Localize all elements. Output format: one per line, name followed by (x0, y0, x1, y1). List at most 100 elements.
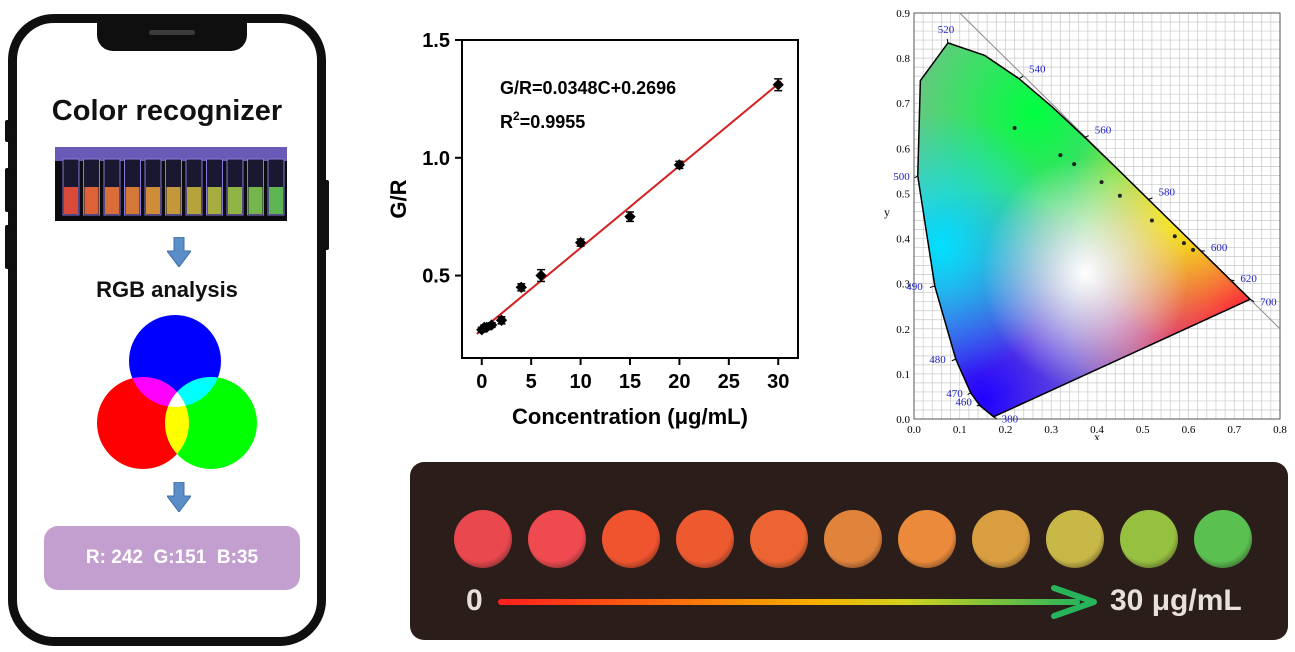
x-axis-label: x (1094, 430, 1100, 440)
phone-speaker (149, 30, 195, 35)
r-squared-prefix: R (500, 112, 513, 132)
rgb-venn-diagram (97, 315, 257, 469)
color-dot (1120, 510, 1178, 568)
wavelength-tick (1148, 197, 1153, 200)
x-tick-label: 5 (526, 371, 537, 393)
cie-point (1117, 193, 1122, 198)
wavelength-label: 520 (938, 24, 955, 36)
wavelength-tick (1084, 135, 1089, 138)
cie-point (1181, 241, 1186, 246)
y-axis-label: y (884, 205, 890, 219)
phone-button (5, 168, 11, 212)
rgb-readout: R: 242 G:151 B:35 (44, 526, 300, 590)
cuvette-liquid (228, 187, 242, 214)
r-squared: R2=0.9955 (500, 109, 585, 132)
phone-notch (97, 21, 247, 51)
scale-end-label: 30 μg/mL (1110, 584, 1242, 617)
y-tick-label: 0.6 (896, 143, 910, 155)
wavelength-tick (929, 285, 935, 288)
color-dot (750, 510, 808, 568)
cyan-overlap (165, 377, 221, 407)
y-tick-label: 0.4 (896, 234, 910, 246)
color-dot (454, 510, 512, 568)
wavelength-tick (1018, 75, 1024, 80)
color-dot (1194, 510, 1252, 568)
app-title: Color recognizer (51, 95, 283, 127)
wavelength-tick (967, 392, 971, 395)
calibration-chart: 0 5 10 15 20 25 30 0.5 1.0 1.5 Concentration (μg/m… (386, 30, 799, 429)
wavelength-label: 600 (1211, 242, 1228, 254)
wavelength-tick (993, 416, 998, 420)
cuvette-liquid (248, 187, 263, 214)
wavelength-label: 580 (1158, 186, 1175, 198)
y-tick-label: 1.5 (422, 30, 450, 52)
x-tick-label: 30 (767, 371, 789, 393)
cuvette-liquid (187, 187, 201, 214)
x-tick-label: 20 (668, 371, 690, 393)
spectral-locus (916, 41, 1252, 418)
y-tick-label: 0.1 (896, 369, 910, 381)
cuvette-liquid (207, 187, 222, 214)
gradient-arrow-line (498, 599, 1080, 605)
data-point (624, 211, 636, 223)
color-dot (824, 510, 882, 568)
wavelength-label: 700 (1260, 296, 1277, 308)
phone-button (323, 180, 329, 250)
y-tick-label: 0.5 (422, 266, 450, 288)
gamut-fill (917, 42, 1251, 417)
cuvette-liquid (64, 187, 78, 214)
y-tick-label: 0.0 (896, 414, 910, 426)
x-tick-label: 0.2 (999, 424, 1013, 436)
down-arrow-icon-2 (167, 482, 191, 512)
phone-frame: Color recognizer RGB analysis R: 242 G:1… (8, 14, 326, 646)
x-tick-label: 10 (569, 371, 591, 393)
wavelength-tick (1249, 298, 1255, 303)
wavelength-tick (951, 358, 956, 362)
cuvette-row (55, 147, 287, 216)
color-dot (1046, 510, 1104, 568)
x-tick-label: 0.3 (1044, 424, 1058, 436)
x-tick-label: 0.5 (1136, 424, 1150, 436)
phone-button (5, 120, 11, 142)
color-dot (972, 510, 1030, 568)
cie-point (1149, 218, 1154, 223)
rgb-analysis-title: RGB analysis (96, 277, 238, 302)
y-tick-label: 0.3 (896, 279, 910, 291)
wavelength-label: 500 (893, 171, 910, 183)
cuvette-liquid (146, 187, 160, 214)
y-tick-label: 1.0 (422, 148, 450, 170)
plot-frame (913, 12, 1281, 420)
wavelength-label: 480 (929, 354, 946, 366)
fit-line (476, 80, 782, 335)
x-tick-label: 0.6 (1182, 424, 1196, 436)
cuvette-caps (55, 147, 287, 161)
wavelength-label: 490 (906, 281, 923, 293)
cuvette-photo (55, 147, 287, 221)
y-tick-label: 0.2 (896, 324, 910, 336)
x-tick-label: 0 (476, 371, 487, 393)
color-scale-panel: 0 30 μg/mL (410, 462, 1288, 640)
color-dot (676, 510, 734, 568)
r-squared-value: =0.9955 (520, 112, 586, 132)
cie-chromaticity-chart: 0.0 0.1 0.2 0.3 0.4 0.5 0.6 0.7 0.8 0.0 0.1 0.2 0.3 0… (884, 8, 1287, 440)
wavelength-tick (946, 38, 949, 43)
x-tick-label: 0.7 (1227, 424, 1241, 436)
x-tick-label: 15 (619, 371, 641, 393)
cuvette-liquid (105, 187, 119, 214)
cuvette-liquid (166, 187, 181, 214)
data-point (772, 79, 784, 91)
wavelength-label: 620 (1240, 273, 1257, 285)
wavelength-label: 540 (1029, 64, 1046, 76)
r-squared-sup: 2 (513, 109, 520, 123)
wavelength-tick (1230, 279, 1235, 282)
scale-start-label: 0 (466, 584, 483, 617)
x-tick-label: 0.4 (1090, 424, 1104, 436)
x-axis-label: Concentration (μg/mL) (512, 404, 748, 429)
y-axis-label: G/R (386, 179, 411, 218)
x-tick-label: 25 (718, 371, 740, 393)
wavelength-tick (914, 175, 918, 179)
arrow-head-icon (1051, 585, 1097, 619)
cie-point (1012, 126, 1017, 131)
x-tick-label: 0.0 (907, 424, 921, 436)
wavelength-label: 460 (955, 397, 972, 409)
